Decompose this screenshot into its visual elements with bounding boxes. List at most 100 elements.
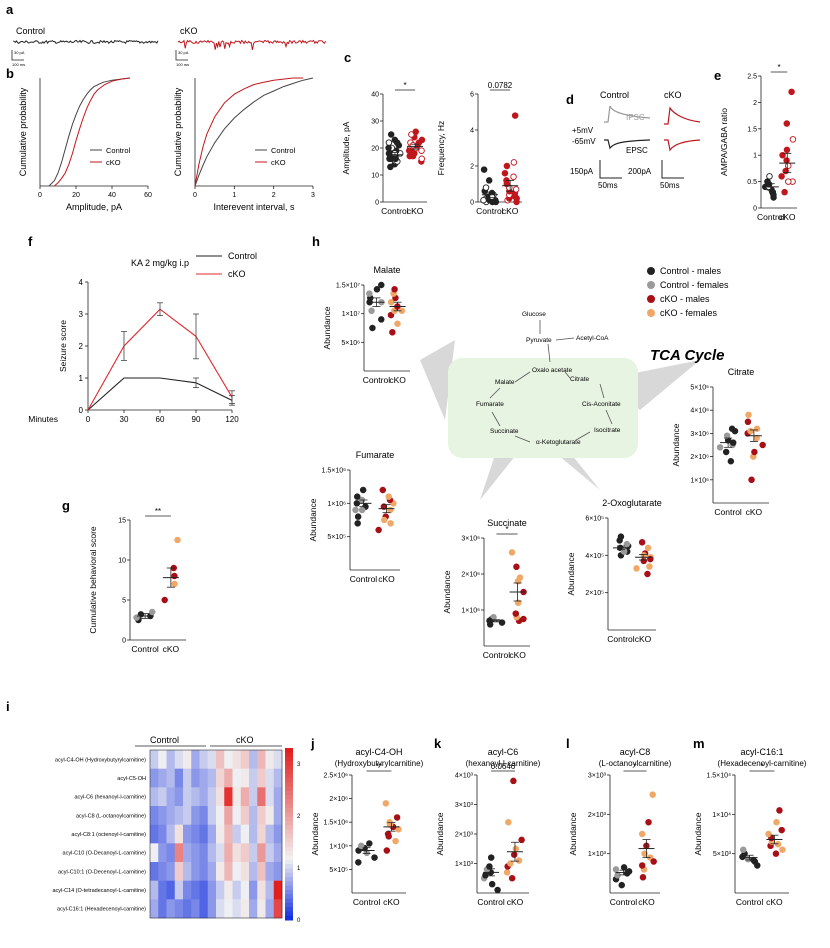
c2-point [503,162,511,170]
h_fumarate-point [387,506,394,514]
heatmap-border [149,749,283,919]
heatmap-cell [166,843,176,863]
h_citrate-title: Citrate [728,367,755,377]
g-ytick-label: 5 [122,598,126,605]
ipsc-label: IPSC [626,113,645,122]
heatmap-cell [249,824,258,844]
heatmap-cell [183,787,192,807]
h_oxo-point [646,563,653,570]
m-point [740,846,747,853]
heatmap-cell [257,768,266,788]
j-point [385,833,392,840]
node-pyruvate: Pyruvate [526,337,552,344]
colorbar-segment [285,834,293,839]
j-ytick-label: 1.5×10⁶ [324,820,349,827]
heatmap-cell [191,843,200,863]
l-ylabel: Abundance [568,812,578,855]
e-ytick-label: 2 [753,100,757,107]
scale-control-v: 30 pA [14,50,25,55]
heatmap-cell [249,862,258,881]
c1-point [405,147,413,154]
heatmap-group-cko: cKO [236,735,254,745]
scale-bar-control [11,50,24,61]
h_succinate-point [516,574,524,581]
h_succinate-point [512,610,520,617]
e-point [785,178,792,185]
node-citrate: Citrate [570,376,590,383]
heatmap-cell [191,862,200,881]
j-ytick-label: 2×10⁶ [329,796,348,803]
c2-xtick-label: Control [476,206,504,216]
g-point [161,596,168,604]
m-ylabel: Abundance [693,812,703,855]
h_malate-point [378,316,385,323]
b1-legend-label: Control [106,146,131,155]
heatmap-cell [232,899,242,919]
h_succinate-significance: * [505,525,508,534]
heatmap-cell [174,750,184,769]
h_citrate-ytick-label: 1×10⁶ [690,477,709,484]
e-ytick-label: 1 [753,153,757,160]
heatmap-cell [183,824,192,844]
scale-cko-v: 30 pA [178,50,189,55]
c2-point [485,177,493,184]
h_succinate-xtick-label: Control [483,650,511,660]
colorbar-segment [285,915,293,921]
heatmap-cell [240,787,250,807]
heatmap-cell [191,787,200,807]
h_malate-point [394,320,401,327]
g-ylabel: Cumulative behavioral score [88,526,98,634]
k-point [505,818,512,826]
colorbar-segment [285,859,293,865]
colorbar-tick-label: 2 [297,814,301,820]
colorbar-segment [285,872,293,878]
m-point [778,826,785,834]
heatmap-cell [224,806,233,825]
b2-legend-label: cKO [271,158,286,167]
group-legend: Control - males Control - females cKO - … [647,266,729,318]
f-xtick-label: 120 [225,415,239,424]
heatmap-cell [199,862,209,881]
heatmap-cell [166,880,176,900]
heatmap-cell [265,787,275,807]
h_fumarate-xtick-label: Control [350,574,378,584]
scale-bar-d1 [599,160,622,179]
heatmap-group-control: Control [150,735,179,745]
e-ytick-label: 0.5 [747,179,757,186]
heatmap-cell [166,899,176,919]
e-point [778,173,785,180]
colorbar-segment [285,868,293,874]
c2-ylabel: Frequency, Hz [436,121,446,176]
d-scale-1: 150pA [570,167,594,176]
k-xtick-label: Control [477,897,505,907]
legend-dot-control-males [647,267,655,275]
heatmap-cell [174,880,184,900]
h_fumarate-title: Fumarate [356,450,395,460]
b1-chart: 0 20 40 60 Amplitude, pA Cumulative probabili… [18,77,152,212]
heatmap-cell [174,787,184,807]
h_succinate-xtick-label: cKO [509,650,526,660]
h_fumarate-point [379,486,387,494]
heatmap-cell [150,880,159,900]
c1-point [387,163,394,171]
h_citrate-point [722,448,730,456]
g-point [148,608,156,616]
heatmap-row-label: acyl-C14 (O-tetradecanoyl-L-carnitine) [52,888,146,894]
h_oxo-ytick-label: 2×10⁵ [585,590,604,597]
heatmap-cell [158,899,167,919]
m-chart: 5×10³ 1×10⁴ 1.5×10⁴ Control cKO Abundance acyl… [693,747,807,907]
heatmap-cell [199,824,209,844]
heatmap-cell [166,824,176,844]
heatmap-cell [240,768,250,788]
heatmap-cell [174,843,184,863]
colorbar-segment [285,812,293,818]
trace-cko-label: cKO [180,26,198,36]
k-ytick-label: 2×10³ [455,832,474,839]
heatmap-cell [240,824,250,844]
l-title: acyl-C8 [620,747,651,757]
h_citrate-chart: 1×10⁶ 2×10⁶ 3×10⁶ 4×10⁶ 5×10⁶ Control cKO Abund… [671,367,769,517]
heatmap-cell [216,806,225,825]
f-legend-label: cKO [228,269,246,279]
heatmap-cell [273,843,283,863]
heatmap-cell [199,787,209,807]
